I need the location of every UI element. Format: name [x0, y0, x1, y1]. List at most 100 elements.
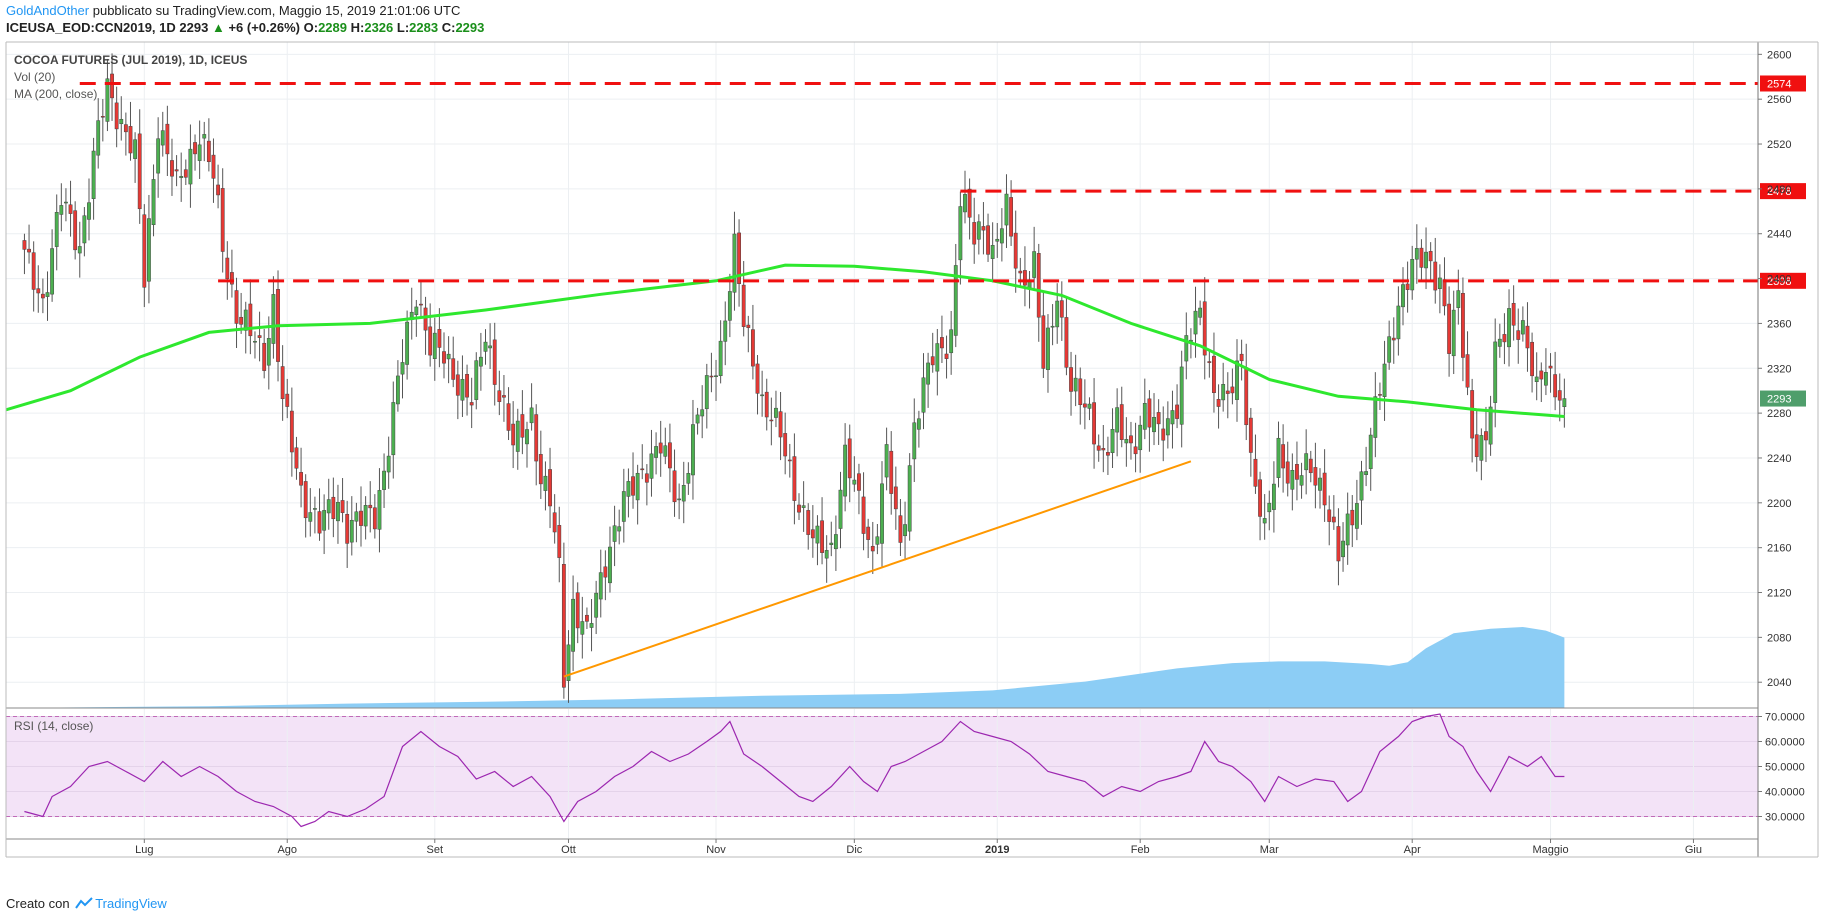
candle [465, 374, 469, 398]
candle [603, 566, 608, 578]
candle [234, 290, 239, 324]
price-chart[interactable]: 2574 2478 2398 2293 2040 2080 2120 2160 2200 2240… [0, 40, 1828, 858]
candle [1106, 452, 1110, 456]
candle [884, 444, 889, 478]
candle [50, 248, 55, 295]
candle [972, 222, 977, 245]
candle [271, 294, 276, 344]
candle [1396, 305, 1401, 340]
candle [1225, 390, 1230, 394]
candle [96, 120, 101, 156]
candle [206, 140, 211, 163]
candle [1405, 283, 1410, 290]
candle [1511, 303, 1516, 326]
candle [589, 623, 594, 628]
candle [1290, 469, 1295, 490]
candle [1461, 293, 1465, 358]
candle [889, 450, 894, 494]
candle [857, 473, 861, 491]
candle [414, 306, 419, 316]
resistance-price-label: 2574 [1767, 78, 1791, 90]
candle [22, 240, 27, 250]
candle [631, 476, 635, 496]
time-tick-label: Mar [1260, 844, 1279, 856]
candle [1318, 477, 1322, 491]
candle [68, 204, 73, 214]
resistance-price-label: 2478 [1767, 186, 1791, 198]
candle [497, 390, 502, 402]
candle [1354, 503, 1359, 529]
candle [621, 491, 626, 522]
price-tick-label: 2600 [1767, 49, 1791, 61]
candle [110, 73, 114, 99]
ma-legend: MA (200, close) [14, 87, 98, 101]
candle [958, 206, 963, 261]
candle [990, 245, 995, 259]
candle [727, 291, 732, 321]
candle [73, 210, 78, 251]
candle [1152, 416, 1156, 433]
price-tick-label: 2040 [1767, 677, 1791, 689]
candle [262, 342, 267, 371]
candle [820, 520, 824, 553]
candle [469, 402, 474, 406]
candle [1041, 315, 1046, 369]
volume-legend: Vol (20) [14, 70, 56, 84]
candle [363, 505, 368, 527]
candle [723, 320, 728, 342]
candle [769, 419, 774, 422]
candle [1202, 301, 1207, 356]
rsi-legend: RSI (14, close) [14, 719, 94, 733]
candle [810, 529, 815, 539]
time-tick-label: Apr [1404, 844, 1421, 856]
candle [963, 194, 967, 213]
candle [926, 362, 931, 385]
candle [1004, 193, 1009, 226]
candle [1170, 410, 1175, 425]
candle [1350, 509, 1355, 526]
price-tick-label: 2520 [1767, 139, 1791, 151]
last-price: 2293 [179, 20, 209, 35]
candle [1253, 458, 1258, 487]
candle [1424, 251, 1428, 269]
candle [1428, 251, 1433, 262]
candle [1221, 384, 1226, 401]
candle [976, 221, 981, 240]
arrow-up-icon: ▲ [211, 20, 225, 35]
rsi-tick-label: 50.0000 [1765, 762, 1805, 774]
candle [741, 284, 746, 327]
footer: Creato con TradingView [6, 896, 167, 911]
resistance-price-label: 2398 [1767, 276, 1791, 288]
time-tick-label: Ago [277, 844, 297, 856]
candle [179, 176, 184, 178]
candle [686, 473, 691, 484]
candle [303, 481, 308, 519]
candle [1179, 366, 1184, 425]
candle [1092, 402, 1096, 445]
candle [1216, 399, 1221, 407]
candle [1059, 300, 1064, 318]
candle [1345, 513, 1350, 546]
candle [492, 339, 497, 385]
candle [1267, 502, 1272, 513]
candle [1050, 325, 1055, 328]
candle [585, 614, 589, 622]
tradingview-link[interactable]: TradingView [95, 896, 167, 911]
candle [1147, 398, 1152, 428]
candle [1364, 471, 1369, 475]
candle [1193, 310, 1198, 335]
candle [423, 307, 428, 331]
candle [460, 379, 465, 401]
candle [336, 501, 340, 522]
candle [944, 353, 949, 359]
candle [174, 169, 179, 172]
candle [183, 169, 188, 178]
candle [538, 454, 543, 485]
candle [930, 356, 935, 366]
candle [1096, 445, 1101, 451]
candle [750, 329, 755, 367]
candle [1285, 461, 1290, 484]
candle [502, 395, 506, 398]
author-link[interactable]: GoldAndOther [6, 3, 90, 18]
candle [428, 326, 433, 356]
